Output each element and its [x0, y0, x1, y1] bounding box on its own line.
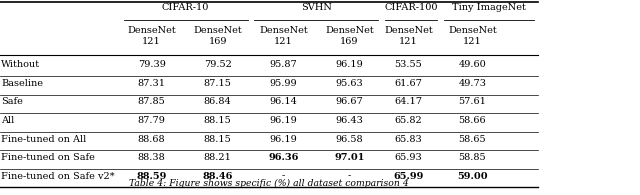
- Text: 88.68: 88.68: [138, 135, 166, 144]
- Text: 96.14: 96.14: [269, 98, 298, 106]
- Text: 88.46: 88.46: [202, 172, 233, 181]
- Text: SVHN: SVHN: [301, 3, 332, 12]
- Text: Tiny ImageNet: Tiny ImageNet: [452, 3, 526, 12]
- Text: DenseNet
121: DenseNet 121: [448, 26, 497, 46]
- Text: 96.19: 96.19: [269, 135, 298, 144]
- Text: 88.15: 88.15: [204, 116, 232, 125]
- Text: 65.82: 65.82: [394, 116, 422, 125]
- Text: 96.58: 96.58: [335, 135, 364, 144]
- Text: CIFAR-10: CIFAR-10: [162, 3, 209, 12]
- Text: 88.59: 88.59: [136, 172, 167, 181]
- Text: 87.15: 87.15: [204, 79, 232, 88]
- Text: 65.93: 65.93: [394, 153, 422, 162]
- Text: 88.38: 88.38: [138, 153, 166, 162]
- Text: 79.52: 79.52: [204, 60, 232, 69]
- Text: Baseline: Baseline: [1, 79, 44, 88]
- Text: 95.63: 95.63: [335, 79, 364, 88]
- Text: 96.19: 96.19: [269, 116, 298, 125]
- Text: Fine-tuned on All: Fine-tuned on All: [1, 135, 86, 144]
- Text: 87.85: 87.85: [138, 98, 166, 106]
- Text: 49.73: 49.73: [458, 79, 486, 88]
- Text: Safe: Safe: [1, 98, 23, 106]
- Text: 58.85: 58.85: [458, 153, 486, 162]
- Text: 53.55: 53.55: [394, 60, 422, 69]
- Text: DenseNet
121: DenseNet 121: [127, 26, 176, 46]
- Text: 95.99: 95.99: [269, 79, 298, 88]
- Text: DenseNet
169: DenseNet 169: [325, 26, 374, 46]
- Text: 95.87: 95.87: [269, 60, 298, 69]
- Text: All: All: [1, 116, 15, 125]
- Text: 87.79: 87.79: [138, 116, 166, 125]
- Text: 49.60: 49.60: [458, 60, 486, 69]
- Text: 88.21: 88.21: [204, 153, 232, 162]
- Text: 96.43: 96.43: [335, 116, 364, 125]
- Text: -: -: [348, 172, 351, 181]
- Text: 65.99: 65.99: [393, 172, 424, 181]
- Text: 64.17: 64.17: [394, 98, 422, 106]
- Text: 79.39: 79.39: [138, 60, 166, 69]
- Text: 61.67: 61.67: [394, 79, 422, 88]
- Text: DenseNet
169: DenseNet 169: [193, 26, 242, 46]
- Text: 96.36: 96.36: [268, 153, 299, 162]
- Text: DenseNet
121: DenseNet 121: [259, 26, 308, 46]
- Text: Table 4: Figure shows specific (%) all dataset comparison 4: Table 4: Figure shows specific (%) all d…: [129, 179, 409, 188]
- Text: 65.83: 65.83: [394, 135, 422, 144]
- Text: 87.31: 87.31: [138, 79, 166, 88]
- Text: 59.00: 59.00: [457, 172, 488, 181]
- Text: CIFAR-100: CIFAR-100: [384, 3, 438, 12]
- Text: 58.65: 58.65: [458, 135, 486, 144]
- Text: Without: Without: [1, 60, 40, 69]
- Text: 58.66: 58.66: [458, 116, 486, 125]
- Text: Fine-tuned on Safe: Fine-tuned on Safe: [1, 153, 95, 162]
- Text: 57.61: 57.61: [458, 98, 486, 106]
- Text: 97.01: 97.01: [334, 153, 365, 162]
- Text: 86.84: 86.84: [204, 98, 232, 106]
- Text: 96.67: 96.67: [335, 98, 364, 106]
- Text: Fine-tuned on Safe v2*: Fine-tuned on Safe v2*: [1, 172, 115, 181]
- Text: 88.15: 88.15: [204, 135, 232, 144]
- Text: 96.19: 96.19: [335, 60, 364, 69]
- Text: DenseNet
121: DenseNet 121: [384, 26, 433, 46]
- Text: -: -: [282, 172, 285, 181]
